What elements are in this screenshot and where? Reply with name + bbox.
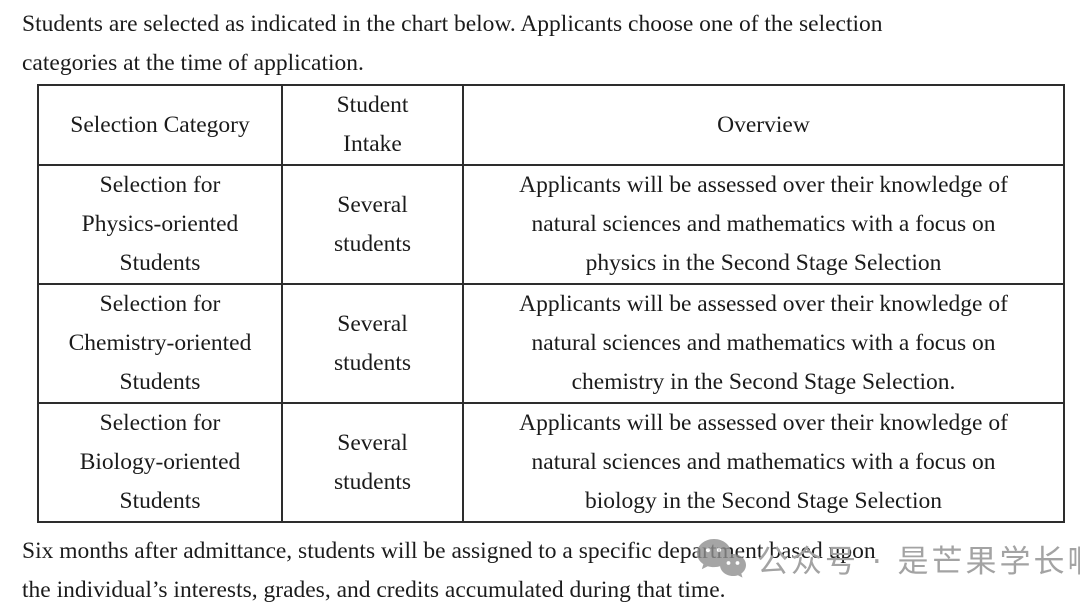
overview-text: Applicants will be assessed over their k…	[519, 172, 1008, 276]
selection-table: Selection Category Student Intake Overvi…	[37, 84, 1065, 523]
intake-text: Several students	[333, 191, 412, 257]
cell-intake: Several students	[281, 283, 464, 404]
header-selection-category-label: Selection Category	[70, 111, 250, 138]
cell-category: Selection for Physics-oriented Students	[37, 164, 283, 285]
cell-category: Selection for Biology-oriented Students	[37, 402, 283, 523]
cell-overview: Applicants will be assessed over their k…	[462, 402, 1065, 523]
category-text: Selection for Physics-oriented Students	[81, 172, 239, 276]
table-row: Selection for Physics-oriented Students …	[37, 164, 1065, 285]
header-student-intake: Student Intake	[281, 84, 464, 166]
cell-category: Selection for Chemistry-oriented Student…	[37, 283, 283, 404]
header-overview-label: Overview	[717, 111, 810, 138]
cell-overview: Applicants will be assessed over their k…	[462, 283, 1065, 404]
outro-paragraph: Six months after admittance, students wi…	[22, 538, 876, 603]
table-row: Selection for Biology-oriented Students …	[37, 402, 1065, 523]
header-overview: Overview	[462, 84, 1065, 166]
category-text: Selection for Biology-oriented Students	[79, 410, 241, 514]
category-text: Selection for Chemistry-oriented Student…	[68, 291, 252, 395]
cell-overview: Applicants will be assessed over their k…	[462, 164, 1065, 285]
intro-paragraph: Students are selected as indicated in th…	[22, 11, 883, 76]
header-selection-category: Selection Category	[37, 84, 283, 166]
cell-intake: Several students	[281, 402, 464, 523]
cell-intake: Several students	[281, 164, 464, 285]
table-row: Selection for Chemistry-oriented Student…	[37, 283, 1065, 404]
header-student-intake-label: Student Intake	[336, 92, 409, 157]
overview-text: Applicants will be assessed over their k…	[519, 410, 1008, 514]
overview-text: Applicants will be assessed over their k…	[519, 291, 1008, 395]
intake-text: Several students	[333, 429, 412, 495]
table-header-row: Selection Category Student Intake Overvi…	[37, 84, 1065, 166]
intake-text: Several students	[333, 310, 412, 376]
